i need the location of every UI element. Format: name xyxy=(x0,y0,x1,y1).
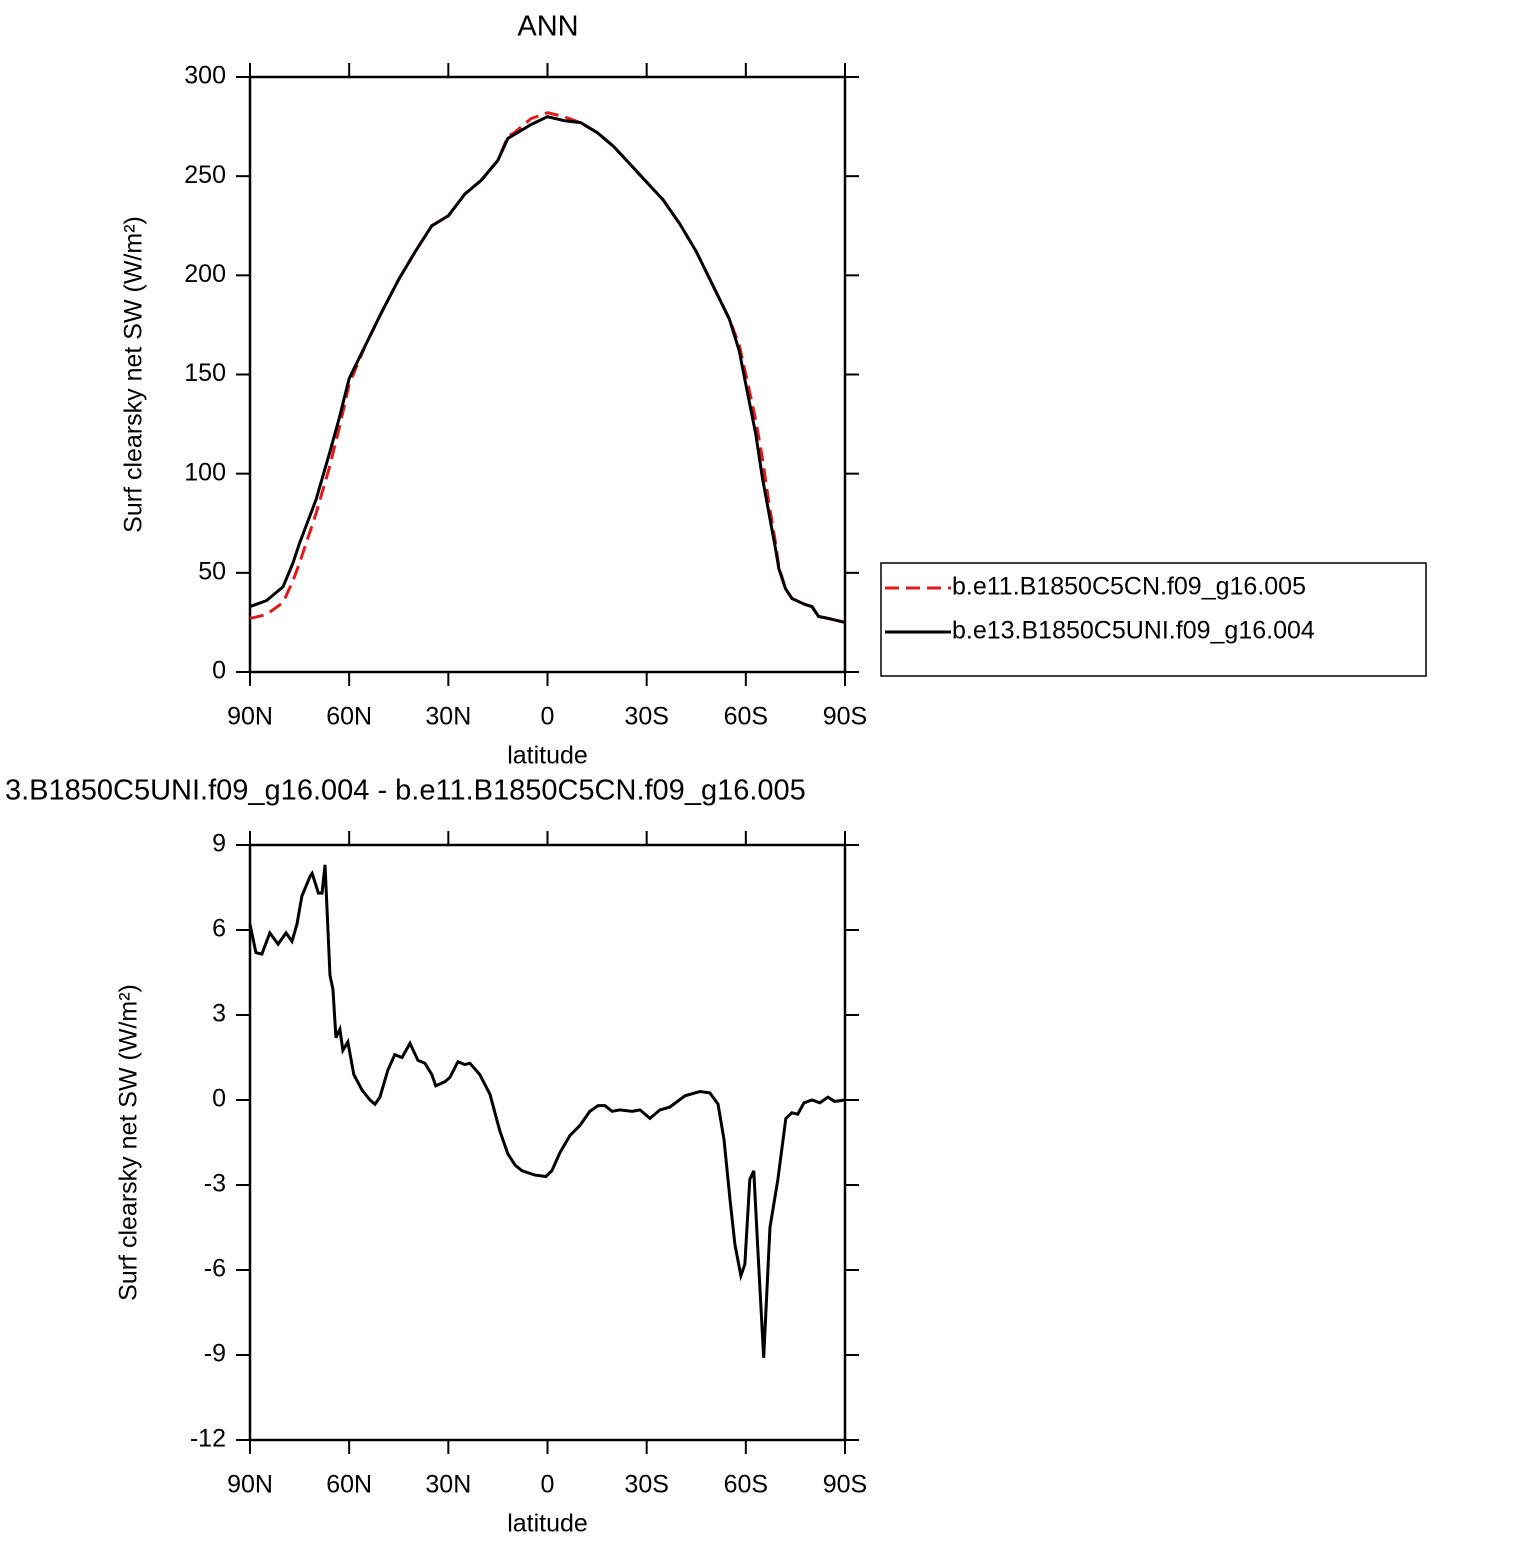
data-line xyxy=(249,115,846,624)
y-tick-label: -3 xyxy=(204,1170,226,1198)
y-tick-label: 50 xyxy=(198,557,226,585)
x-tick-label: 60N xyxy=(326,1471,372,1499)
x-tick-label: 30N xyxy=(425,1471,471,1499)
y-axis-label: Surf clearsky net SW (W/m²) xyxy=(115,984,143,1301)
y-tick-label: 0 xyxy=(212,657,226,685)
y-tick-label: 200 xyxy=(184,260,226,288)
x-tick-label: 0 xyxy=(541,703,555,731)
x-tick-label: 90S xyxy=(823,1471,867,1499)
y-tick-label: 250 xyxy=(184,161,226,189)
legend-label: b.e11.B1850C5CN.f09_g16.005 xyxy=(952,573,1306,601)
x-tick-label: 90N xyxy=(227,703,273,731)
x-tick-label: 30S xyxy=(624,1471,668,1499)
y-tick-label: 300 xyxy=(184,62,226,90)
legend-label: b.e13.B1850C5UNI.f09_g16.004 xyxy=(952,617,1315,645)
plot-frame xyxy=(248,75,847,674)
y-axis-label: Surf clearsky net SW (W/m²) xyxy=(120,216,148,533)
x-tick-label: 60N xyxy=(326,703,372,731)
x-tick-label: 0 xyxy=(541,1471,555,1499)
legend-box xyxy=(880,562,1427,677)
y-tick-label: -12 xyxy=(190,1425,226,1453)
y-tick-label: 100 xyxy=(184,458,226,486)
x-tick-label: 90S xyxy=(823,703,867,731)
y-tick-label: 3 xyxy=(212,1000,226,1028)
x-axis-label: latitude xyxy=(507,742,588,770)
x-tick-label: 30N xyxy=(425,703,471,731)
x-axis-label: latitude xyxy=(507,1510,588,1538)
x-tick-label: 30S xyxy=(624,703,668,731)
y-tick-label: 0 xyxy=(212,1085,226,1113)
plot-frame xyxy=(248,843,847,1442)
chart-title: ANN xyxy=(517,11,578,43)
data-line xyxy=(248,864,846,1358)
chart-title: 3.B1850C5UNI.f09_g16.004 - b.e11.B1850C5… xyxy=(5,775,806,807)
data-line xyxy=(249,111,846,624)
y-tick-label: -6 xyxy=(204,1255,226,1283)
x-tick-label: 90N xyxy=(227,1471,273,1499)
x-tick-label: 60S xyxy=(724,703,768,731)
y-tick-label: -9 xyxy=(204,1340,226,1368)
y-tick-label: 150 xyxy=(184,359,226,387)
y-tick-label: 6 xyxy=(212,915,226,943)
x-tick-label: 60S xyxy=(724,1471,768,1499)
y-tick-label: 9 xyxy=(212,830,226,858)
